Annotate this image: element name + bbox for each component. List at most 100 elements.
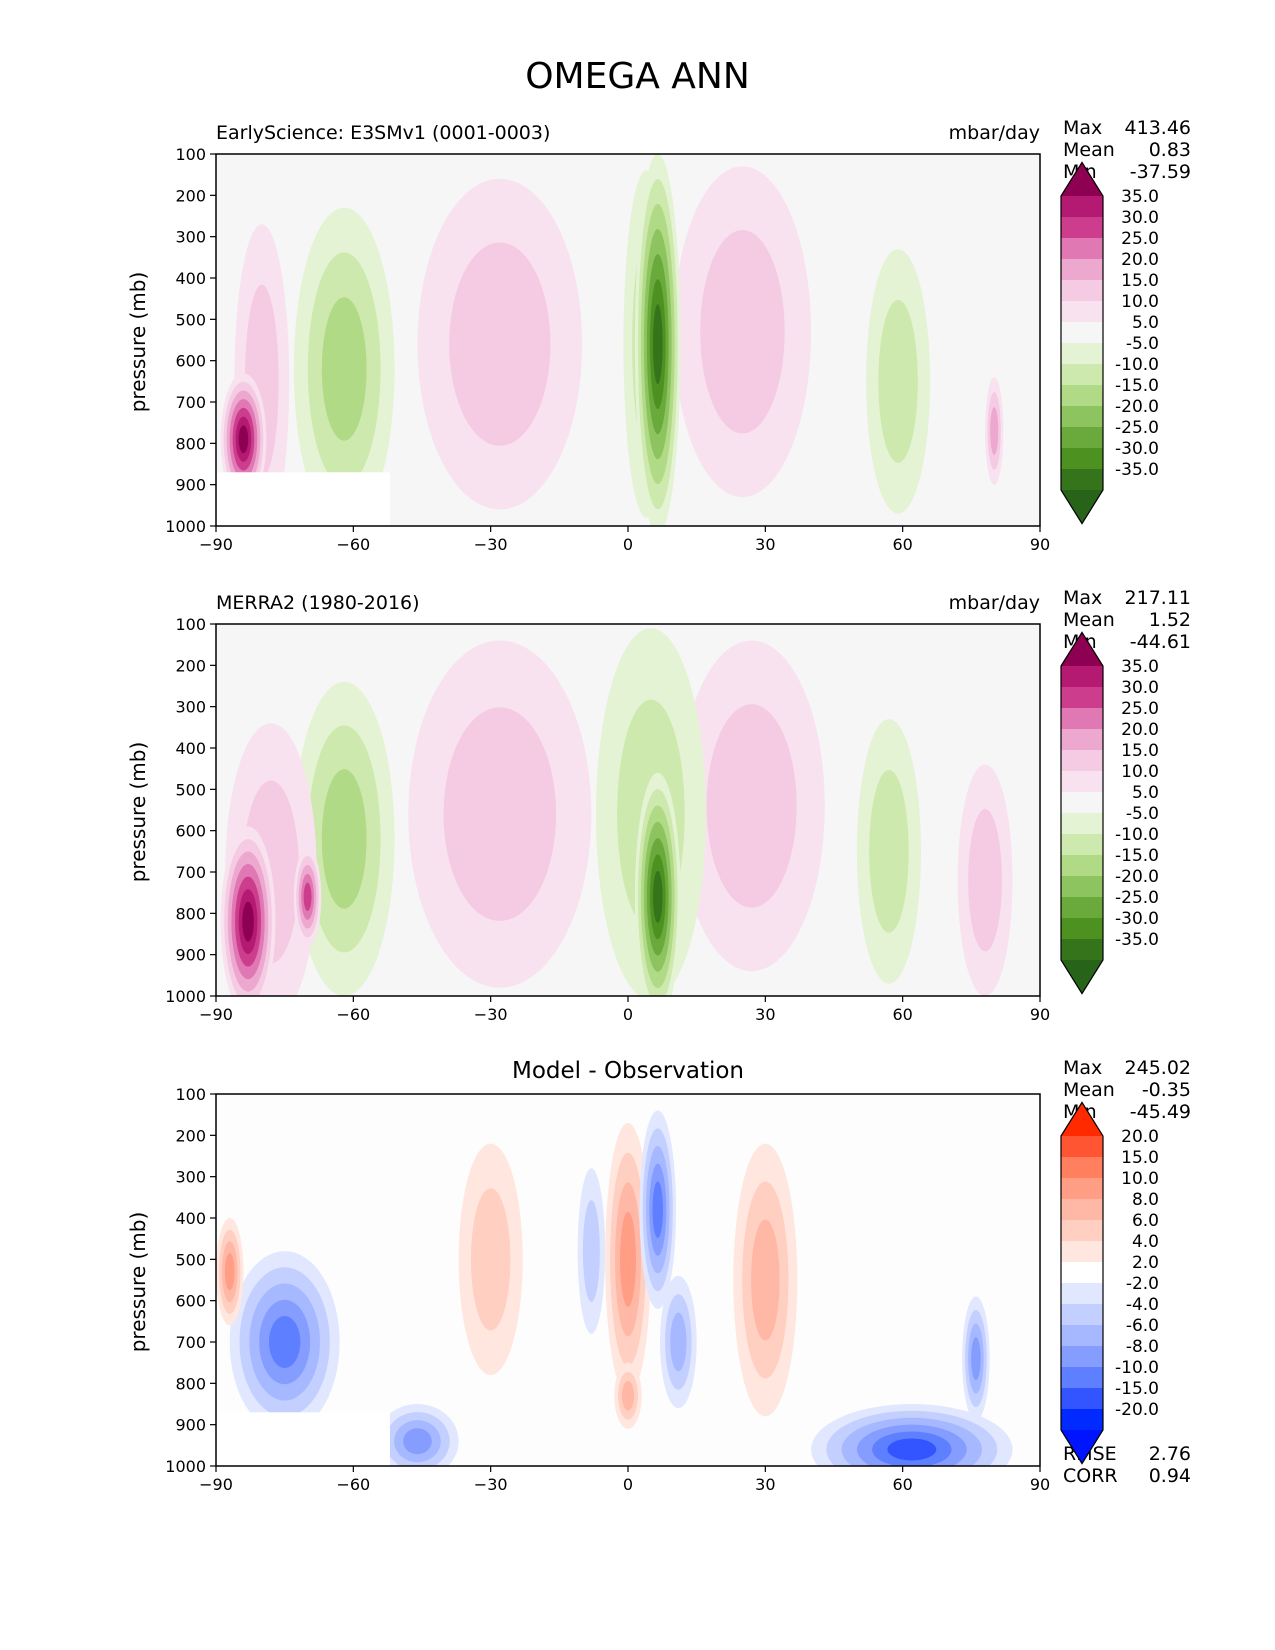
colorbar-tick-label: 8.0 [1132, 1190, 1159, 1210]
colorbar-1: 35.030.025.020.015.010.05.0-5.0-10.0-15.… [1060, 631, 1159, 995]
missing-data-mask [216, 1412, 390, 1466]
colorbar-tick-label: -10.0 [1115, 1358, 1159, 1378]
x-tick-label: 90 [1030, 1005, 1050, 1024]
colorbar-tick-label: -20.0 [1115, 867, 1159, 887]
y-tick-label: 100 [175, 615, 206, 634]
colorbar-segment [1061, 1346, 1103, 1368]
x-tick-label: 90 [1030, 1475, 1050, 1494]
colorbar-tick-label: -15.0 [1115, 1379, 1159, 1399]
x-tick-label: 0 [623, 535, 633, 554]
x-tick-label: 30 [755, 1005, 775, 1024]
y-tick-label: 1000 [165, 987, 206, 1006]
figure-title: OMEGA ANN [525, 56, 750, 97]
colorbar-segment [1061, 301, 1103, 323]
colorbar-tick-label: -15.0 [1115, 376, 1159, 396]
x-tick-label: 90 [1030, 535, 1050, 554]
colorbar-segment [1061, 238, 1103, 260]
colorbar-extend-min [1061, 1430, 1103, 1464]
sh-descent-level-1 [443, 707, 557, 921]
arctic-pos-level-2 [990, 407, 999, 455]
contour-fill-group-0 [216, 154, 1040, 526]
colorbar-segment [1061, 217, 1103, 239]
colorbar-segment [1061, 427, 1103, 449]
x-tick-label: −90 [199, 535, 233, 554]
y-tick-label: 400 [175, 739, 206, 758]
colorbar-tick-label: 5.0 [1132, 313, 1159, 333]
y-tick-label: 600 [175, 1292, 206, 1311]
colorbar-tick-label: -35.0 [1115, 460, 1159, 480]
y-tick-label: 900 [175, 1416, 206, 1435]
colorbar-outline [1060, 631, 1104, 995]
x-tick-label: −60 [336, 1005, 370, 1024]
nh-ascent-level-1 [869, 769, 909, 933]
colorbar-tick-label: -35.0 [1115, 930, 1159, 950]
itcz-core-level-6 [652, 304, 663, 385]
colorbar-segment [1061, 813, 1103, 835]
y-tick-label: 500 [175, 310, 206, 329]
colorbar-segment [1061, 1157, 1103, 1179]
y-tick-label: 1000 [165, 1457, 206, 1476]
colorbar-segment [1061, 259, 1103, 281]
colorbar-segment [1061, 196, 1103, 218]
x-tick-label: 30 [755, 1475, 775, 1494]
colorbar-tick-label: -4.0 [1126, 1295, 1159, 1315]
antarctic-strong-level-6 [238, 425, 249, 454]
colorbar-segment [1061, 1136, 1103, 1158]
colorbar-extend-min [1061, 960, 1103, 994]
diff-neg-sh-low-level-3 [403, 1428, 432, 1455]
colorbar-segment [1061, 939, 1103, 961]
diff-pos-eq-level-3 [620, 1211, 636, 1307]
colorbar-segment [1061, 897, 1103, 919]
colorbar-segment [1061, 687, 1103, 709]
colorbar-segment [1061, 771, 1103, 793]
y-tick-label: 500 [175, 780, 206, 799]
colorbar-segment [1061, 280, 1103, 302]
colorbar-segment [1061, 792, 1103, 814]
colorbar-tick-label: 25.0 [1121, 699, 1159, 719]
colorbar-0: 35.030.025.020.015.010.05.0-5.0-10.0-15.… [1060, 161, 1159, 525]
x-tick-label: 60 [892, 1475, 912, 1494]
colorbar-tick-label: 20.0 [1121, 250, 1159, 270]
colorbar-tick-label: -8.0 [1126, 1337, 1159, 1357]
y-tick-label: 200 [175, 1126, 206, 1145]
colorbar-2: 20.015.010.08.06.04.02.0-2.0-4.0-6.0-8.0… [1060, 1101, 1159, 1465]
colorbar-tick-label: 10.0 [1121, 762, 1159, 782]
colorbar-tick-label: -5.0 [1126, 804, 1159, 824]
diff-pos-antarctic-level-3 [224, 1253, 235, 1291]
colorbar-tick-label: -10.0 [1115, 825, 1159, 845]
diff-pos-sh-level-1 [470, 1188, 511, 1331]
colorbar-segment [1061, 708, 1103, 730]
y-tick-label: 800 [175, 904, 206, 923]
colorbar-tick-label: 15.0 [1121, 271, 1159, 291]
colorbar-tick-label: 10.0 [1121, 1169, 1159, 1189]
y-tick-label: 1000 [165, 517, 206, 536]
sh-descent-level-1 [449, 242, 551, 446]
colorbar-tick-label: -2.0 [1126, 1274, 1159, 1294]
colorbar-tick-label: 4.0 [1132, 1232, 1159, 1252]
colorbar-segment [1061, 1262, 1103, 1284]
itcz-core-level-6 [652, 870, 663, 923]
colorbar-tick-label: -20.0 [1115, 397, 1159, 417]
x-tick-label: 60 [892, 535, 912, 554]
colorbar-segment [1061, 469, 1103, 491]
colorbar-segment [1061, 1304, 1103, 1326]
y-tick-label: 100 [175, 1085, 206, 1104]
x-tick-label: 30 [755, 535, 775, 554]
colorbar-segment [1061, 385, 1103, 407]
colorbar-tick-label: 5.0 [1132, 783, 1159, 803]
colorbar-tick-label: -5.0 [1126, 334, 1159, 354]
colorbar-extend-min [1061, 490, 1103, 524]
colorbar-segment [1061, 750, 1103, 772]
colorbar-tick-label: -25.0 [1115, 888, 1159, 908]
y-tick-label: 200 [175, 186, 206, 205]
colorbar-tick-label: 30.0 [1121, 678, 1159, 698]
colorbar-tick-label: -30.0 [1115, 439, 1159, 459]
colorbar-segment [1061, 448, 1103, 470]
colorbar-tick-label: 6.0 [1132, 1211, 1159, 1231]
colorbar-extend-max [1061, 1102, 1103, 1136]
antarctic-strong-level-6 [242, 901, 254, 942]
x-tick-label: 60 [892, 1005, 912, 1024]
colorbar-tick-label: 30.0 [1121, 208, 1159, 228]
sh-ascent-level-2 [321, 297, 367, 441]
